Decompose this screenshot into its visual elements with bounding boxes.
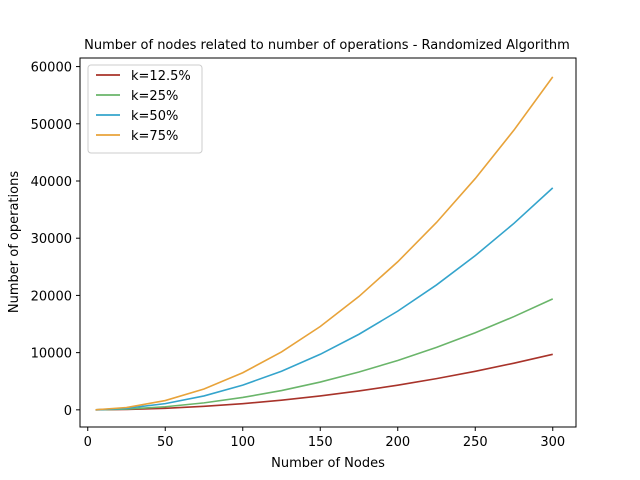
legend-label-3: k=75% [131,129,178,144]
series-line-2 [95,187,554,411]
x-tick-label-5: 250 [463,435,488,450]
series-line-1 [95,298,554,411]
y-axis: 0 10000 20000 30000 40000 50000 60000 [31,61,80,419]
legend: k=12.5% k=25% k=50% k=75% [87,64,203,154]
x-tick-label-6: 300 [540,435,565,450]
x-tick-label-4: 200 [385,435,410,450]
legend-box [87,64,203,154]
plot-frame [79,57,577,428]
x-tick-label-3: 150 [308,435,333,450]
y-tick-label-1: 10000 [31,347,72,362]
x-tick-label-0: 0 [84,435,92,450]
legend-label-0: k=12.5% [131,69,191,84]
y-axis-title: Number of operations [7,171,22,313]
x-tick-label-1: 50 [157,435,174,450]
y-tick-label-6: 60000 [31,61,72,76]
y-tick-label-4: 40000 [31,175,72,190]
series-line-3 [95,76,554,411]
x-axis: 0 50 100 150 200 250 300 [84,427,565,450]
legend-label-2: k=50% [131,109,178,124]
chart-title: Number of nodes related to number of ope… [84,38,570,53]
x-axis-title: Number of Nodes [271,456,385,471]
x-tick-label-2: 100 [230,435,255,450]
y-tick-label-3: 30000 [31,232,72,247]
plot-area [95,76,554,411]
y-tick-label-0: 0 [64,404,72,419]
series-line-0 [95,353,553,411]
y-tick-label-2: 20000 [31,289,72,304]
legend-label-1: k=25% [131,89,178,104]
y-tick-label-5: 50000 [31,118,72,133]
